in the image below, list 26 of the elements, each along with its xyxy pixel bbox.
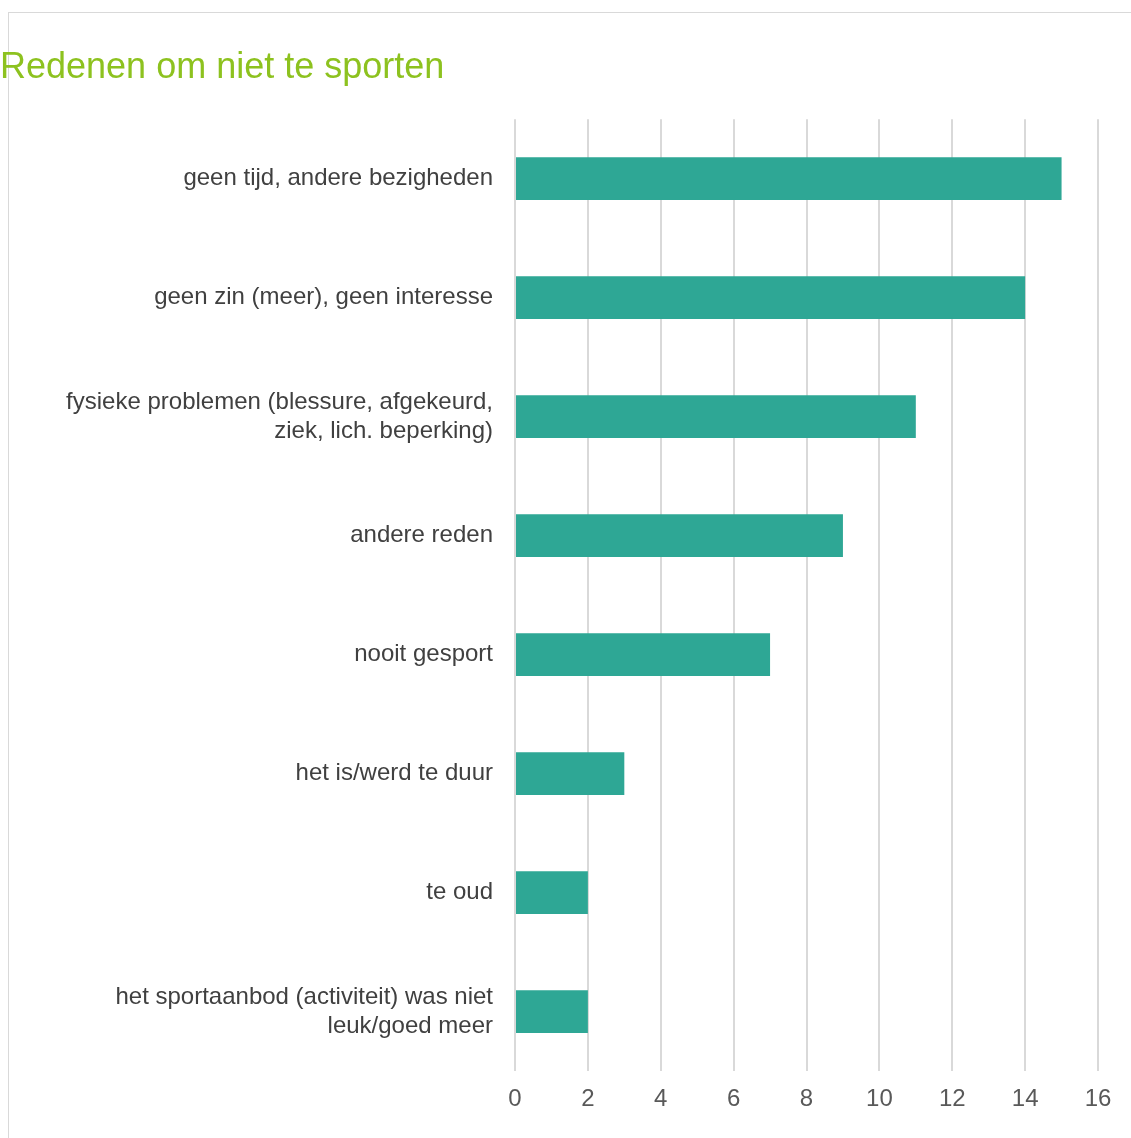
- x-tick-label: 12: [938, 1084, 966, 1112]
- bar: [516, 276, 1026, 320]
- x-tick-label: 10: [866, 1084, 893, 1112]
- y-tick-label: het sportaanbod (activiteit) was niet leuk/goed meer: [115, 981, 494, 1038]
- x-tick-label: 14: [1011, 1084, 1039, 1112]
- x-tick-label: 6: [726, 1084, 741, 1112]
- y-tick-label: geen tijd, andere bezigheden: [183, 163, 493, 191]
- bar: [516, 514, 843, 558]
- bar: [516, 395, 916, 439]
- x-tick-label: 2: [581, 1084, 595, 1112]
- bar: [516, 990, 588, 1034]
- bar: [516, 752, 625, 796]
- y-tick-label: nooit gesport: [354, 639, 494, 667]
- bar: [516, 871, 588, 915]
- x-tick-label: 4: [654, 1084, 668, 1112]
- y-tick-label: te oud: [426, 877, 493, 905]
- y-tick-label: geen zin (meer), geen interesse: [154, 282, 493, 310]
- y-tick-label: het is/werd te duur: [295, 758, 494, 786]
- bar: [516, 157, 1062, 201]
- x-tick-label: 0: [508, 1084, 522, 1112]
- y-tick-label: fysieke problemen (blessure, afgekeurd, ziek, lich. beperking): [66, 386, 493, 443]
- x-tick-label: 16: [1084, 1084, 1112, 1112]
- y-tick-label: andere reden: [350, 520, 493, 548]
- text: Redenen om niet te sporten: [0, 44, 445, 86]
- x-tick-label: 8: [799, 1084, 814, 1112]
- bar: [516, 633, 771, 677]
